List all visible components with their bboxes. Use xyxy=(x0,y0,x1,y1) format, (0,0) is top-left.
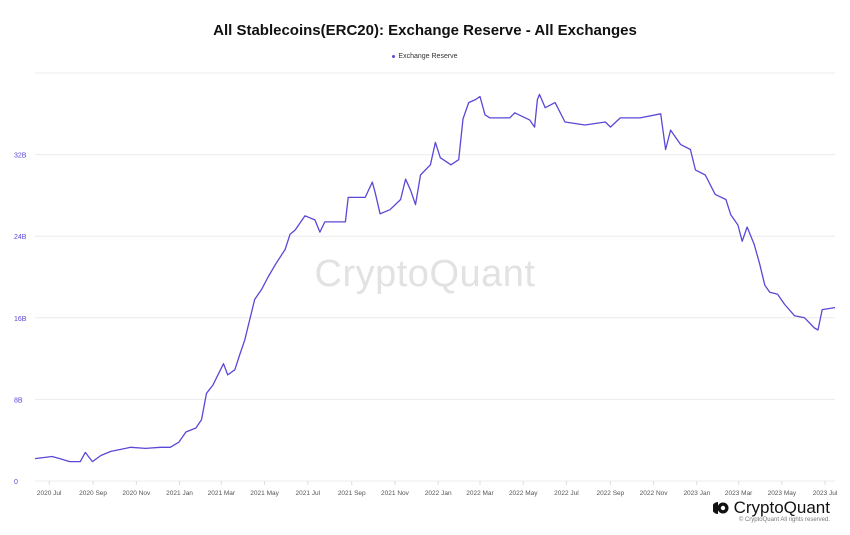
x-tick-label: 2023 Jan xyxy=(683,490,710,497)
x-tick-label: 2022 Sep xyxy=(596,490,624,497)
y-tick-label: 16B xyxy=(14,316,27,323)
x-tick-label: 2021 Mar xyxy=(208,490,236,497)
chart-title: All Stablecoins(ERC20): Exchange Reserve… xyxy=(213,22,637,39)
x-tick-label: 2021 Nov xyxy=(381,490,410,497)
y-tick-label: 8B xyxy=(14,397,23,404)
y-tick-label: 24B xyxy=(14,234,27,241)
x-tick-label: 2022 Jul xyxy=(554,490,579,497)
series-line-exchange-reserve xyxy=(34,93,836,463)
x-tick-label: 2022 Nov xyxy=(640,490,669,497)
legend[interactable]: Exchange Reserve xyxy=(0,53,850,60)
x-tick-label: 2023 May xyxy=(768,490,797,497)
x-tick-label: 2021 Jan xyxy=(166,490,193,497)
copyright: © CryptoQuant All rights reserved. xyxy=(738,517,830,523)
cryptoquant-logo-icon xyxy=(712,501,729,515)
x-tick-label: 2021 Jul xyxy=(296,490,321,497)
x-tick-label: 2023 Jul xyxy=(813,490,838,497)
x-tick-label: 2022 May xyxy=(509,490,538,497)
x-tick-label: 2021 Sep xyxy=(338,490,366,497)
watermark: CryptoQuant xyxy=(314,253,536,295)
x-tick-label: 2020 Jul xyxy=(37,490,62,497)
x-tick-label: 2020 Sep xyxy=(79,490,107,497)
y-tick-label: 32B xyxy=(14,153,27,160)
brand-logo: CryptoQuant xyxy=(712,498,830,518)
x-tick-label: 2021 May xyxy=(250,490,279,497)
legend-marker xyxy=(392,54,396,58)
legend-label: Exchange Reserve xyxy=(398,53,458,60)
x-tick-label: 2022 Mar xyxy=(466,490,494,497)
x-tick-label: 2020 Nov xyxy=(122,490,151,497)
x-tick-label: 2022 Jan xyxy=(425,490,452,497)
y-tick-label: 0 xyxy=(14,479,18,486)
x-tick-label: 2023 Mar xyxy=(725,490,753,497)
logo-text: CryptoQuant xyxy=(733,498,830,517)
